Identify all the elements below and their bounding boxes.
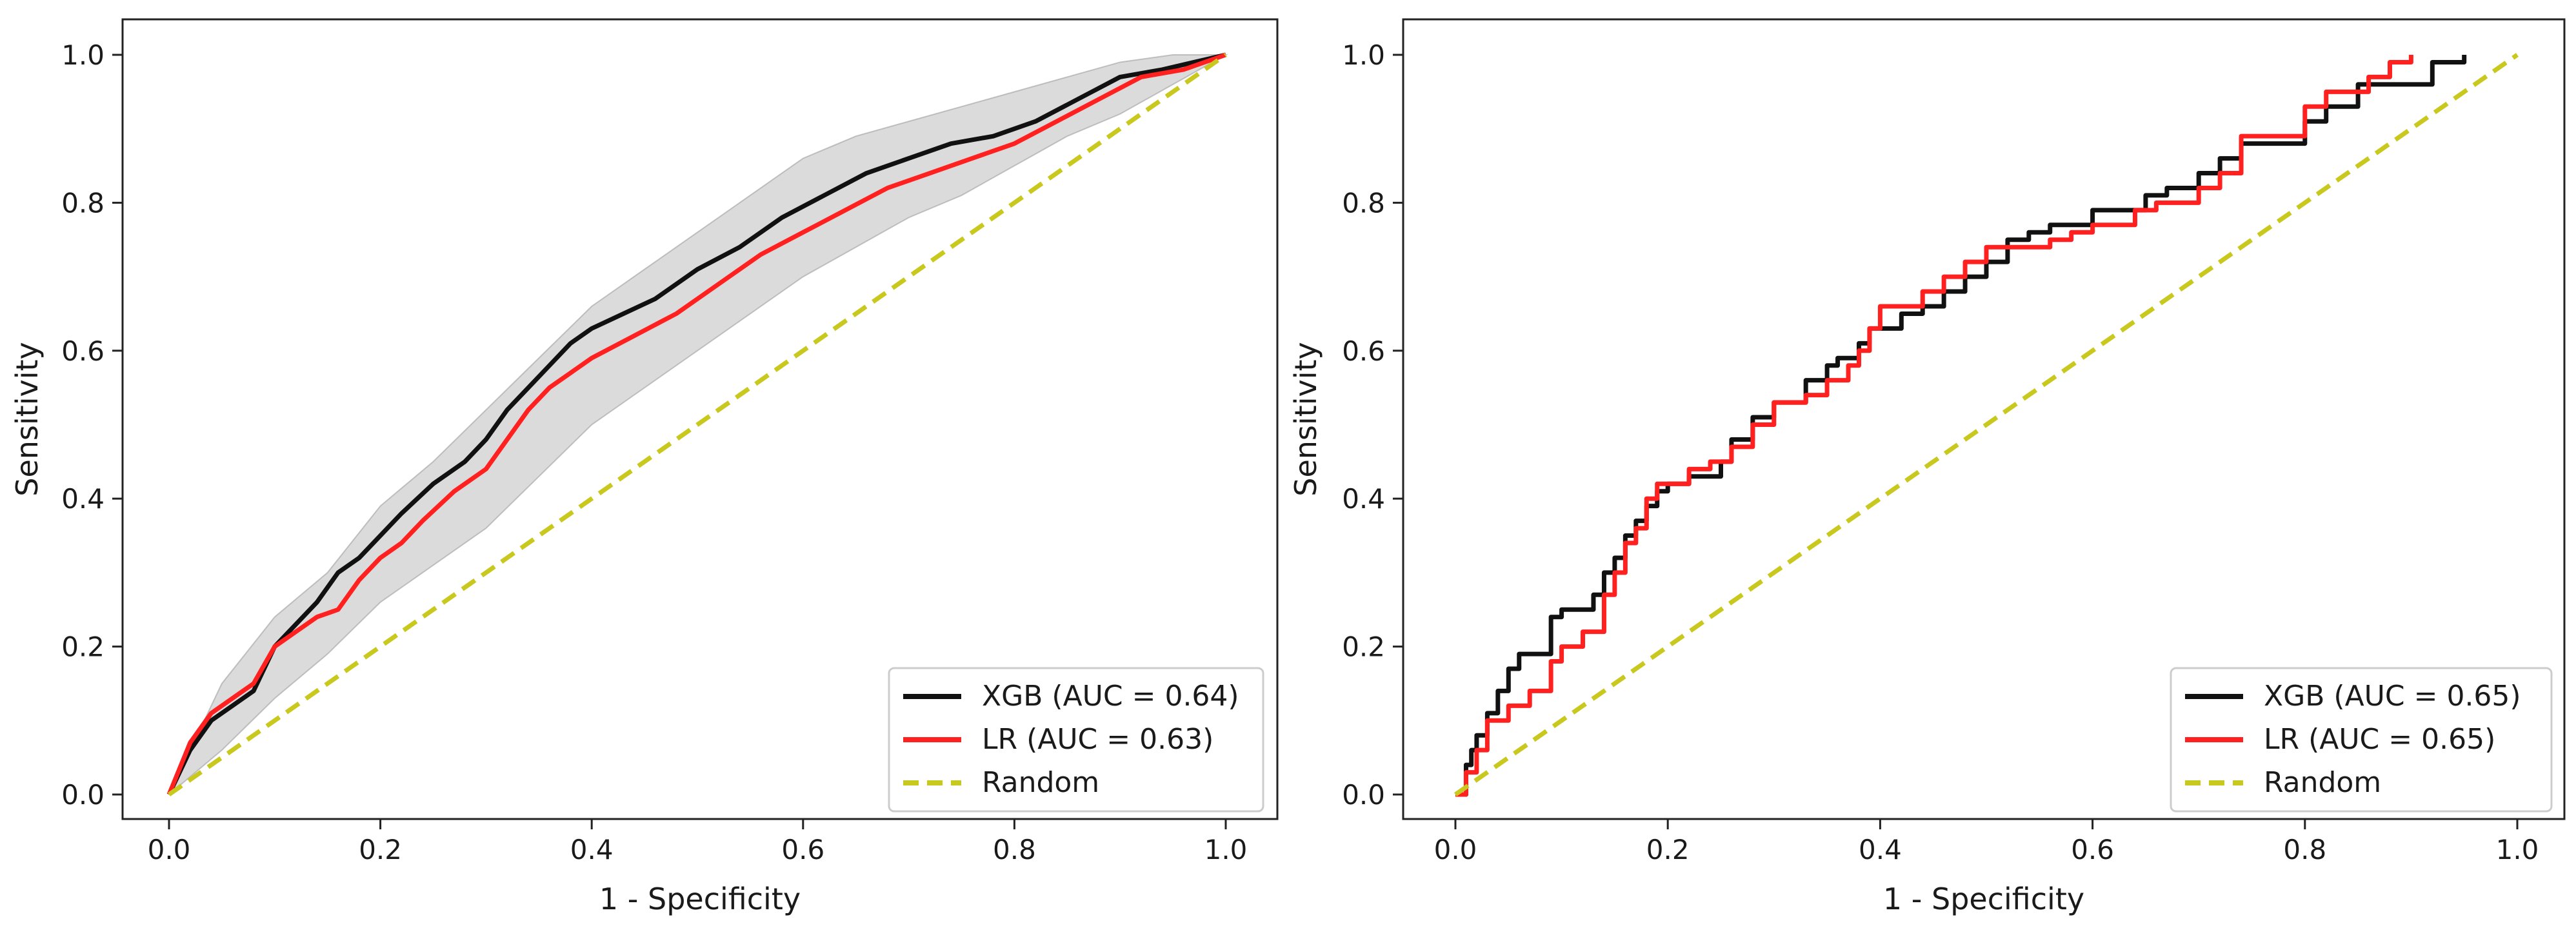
left-y-axis-ticks: 0.0 0.2 0.4 0.6 0.8 1.0 (61, 39, 123, 811)
left-axes-frame (121, 18, 1279, 820)
right-y-tick-label: 0.4 (1342, 483, 1385, 515)
left-legend-xgb-label: XGB (AUC = 0.64) (982, 680, 1239, 713)
left-series-lr-line (166, 52, 1227, 796)
right-x-tick-label: 0.6 (2071, 834, 2114, 865)
right-x-axis-label: 1 - Specificity (1883, 882, 2084, 916)
right-x-tick-label: 0.2 (1646, 834, 1690, 865)
left-series-layer (166, 52, 1228, 796)
right-chart-panel: 0.0 0.2 0.4 0.6 0.8 1.0 0.0 0.2 0.4 0.6 0.8 1.0 1 … (1288, 18, 2566, 916)
right-legend-random-label: Random (2264, 766, 2381, 799)
left-series-random-line (167, 53, 1228, 796)
left-y-tick-label: 1.0 (61, 39, 105, 71)
left-y-tick-label: 0.8 (61, 187, 105, 219)
right-legend: XGB (AUC = 0.65) LR (AUC = 0.65) Random (2170, 667, 2553, 813)
left-x-tick-label: 0.6 (781, 834, 824, 865)
right-x-tick-label: 1.0 (2496, 834, 2539, 865)
left-series-xgb-line (166, 52, 1226, 796)
left-y-tick-label: 0.0 (61, 779, 105, 811)
left-x-tick-label: 0.2 (359, 834, 402, 865)
right-y-axis-ticks: 0.0 0.2 0.4 0.6 0.8 1.0 (1342, 39, 1403, 811)
left-legend-random-label: Random (982, 766, 1099, 799)
left-chart-panel: 0.0 0.2 0.4 0.6 0.8 1.0 0.0 0.2 0.4 0.6 0.8 1.0 1 … (10, 18, 1279, 916)
right-x-tick-label: 0.8 (2283, 834, 2326, 865)
left-x-axis-ticks: 0.0 0.2 0.4 0.6 0.8 1.0 (148, 819, 1248, 865)
left-x-tick-label: 0.8 (993, 834, 1036, 865)
right-y-tick-label: 0.8 (1342, 187, 1385, 219)
left-legend-lr-label: LR (AUC = 0.63) (982, 723, 1213, 756)
right-y-tick-label: 1.0 (1342, 39, 1385, 71)
right-x-axis-ticks: 0.0 0.2 0.4 0.6 0.8 1.0 (1434, 819, 2539, 865)
left-y-tick-label: 0.4 (61, 483, 105, 515)
left-x-tick-label: 0.0 (148, 834, 191, 865)
right-y-axis-label: Sensitivity (1288, 342, 1323, 496)
right-y-tick-label: 0.0 (1342, 779, 1385, 811)
left-y-tick-label: 0.2 (61, 631, 105, 663)
right-y-tick-label: 0.2 (1342, 631, 1385, 663)
left-legend: XGB (AUC = 0.64) LR (AUC = 0.63) Random (888, 667, 1264, 813)
right-series-random-line (1453, 53, 2519, 796)
right-y-tick-label: 0.6 (1342, 335, 1385, 367)
right-legend-box (2170, 667, 2553, 813)
right-legend-lr-label: LR (AUC = 0.65) (2264, 723, 2495, 756)
right-x-tick-label: 0.4 (1859, 834, 1902, 865)
right-series-layer (1453, 53, 2519, 797)
left-y-axis-label: Sensitivity (10, 342, 45, 496)
left-y-tick-label: 0.6 (61, 335, 105, 367)
left-legend-box (888, 667, 1264, 813)
right-x-tick-label: 0.0 (1434, 834, 1477, 865)
left-x-tick-label: 0.4 (570, 834, 614, 865)
right-series-xgb-line (1455, 55, 2467, 797)
right-legend-xgb-label: XGB (AUC = 0.65) (2264, 680, 2521, 713)
right-axes-frame (1402, 18, 2566, 820)
left-x-axis-label: 1 - Specificity (599, 882, 801, 916)
right-series-lr-line (1455, 55, 2413, 797)
left-x-tick-label: 1.0 (1204, 834, 1248, 865)
